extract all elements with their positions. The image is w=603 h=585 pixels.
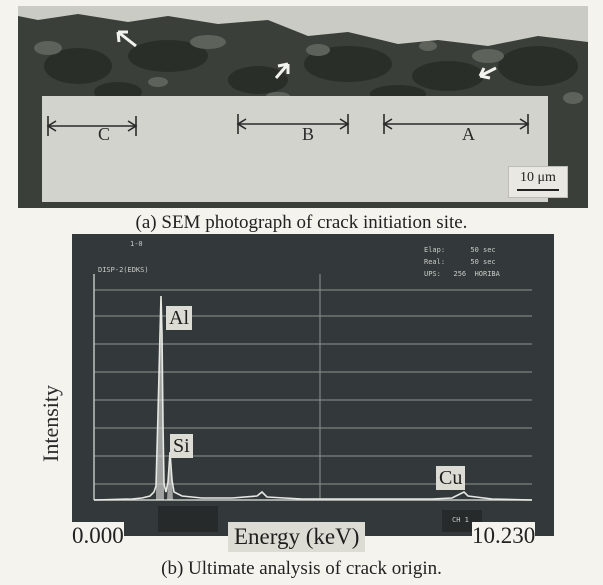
span-label-c: C [98, 124, 111, 144]
screen-text-top-right-1: Elap: 50 sec [424, 246, 496, 254]
screen-text-top-right-3: UPS: 256 HORIBA [424, 270, 500, 278]
screen-text-top-left-1: 1-0 [130, 240, 143, 248]
span-label-b: B [302, 124, 315, 144]
x-axis-max-label: 10.230 [472, 522, 536, 550]
screen-text-top-right-2: Real: 50 sec [424, 258, 496, 266]
peak-label-cu: Cu [436, 466, 466, 490]
x-axis-label: Energy (keV) [228, 522, 366, 552]
x-axis-min-label: 0.000 [72, 522, 124, 550]
arrow-icon [478, 66, 497, 80]
peak-label-si: Si [170, 434, 193, 458]
span-markers [46, 114, 530, 136]
caption-b: (b) Ultimate analysis of crack origin. [161, 558, 442, 579]
sem-inset-panel [42, 96, 548, 202]
screen-text-bottom-right: CH 1 [452, 516, 469, 524]
scale-bar-line [517, 189, 559, 191]
y-axis-label: Intensity [38, 385, 63, 462]
scale-bar: 10 μm [508, 166, 568, 198]
span-label-a: A [462, 124, 475, 144]
caption-a: (a) SEM photograph of crack initiation s… [135, 212, 468, 233]
scale-bar-label: 10 μm [520, 170, 556, 185]
eds-spectrum-screen: 1-0 DISP-2(EDKS) Elap: 50 sec Real: 50 s… [72, 234, 554, 536]
arrow-icon [116, 30, 137, 48]
screen-text-top-left-2: DISP-2(EDKS) [98, 266, 149, 274]
fracture-surface-texture [18, 6, 588, 104]
spectrum-plot [93, 274, 533, 532]
arrow-icon [274, 62, 290, 79]
peak-label-al: Al [166, 306, 192, 330]
